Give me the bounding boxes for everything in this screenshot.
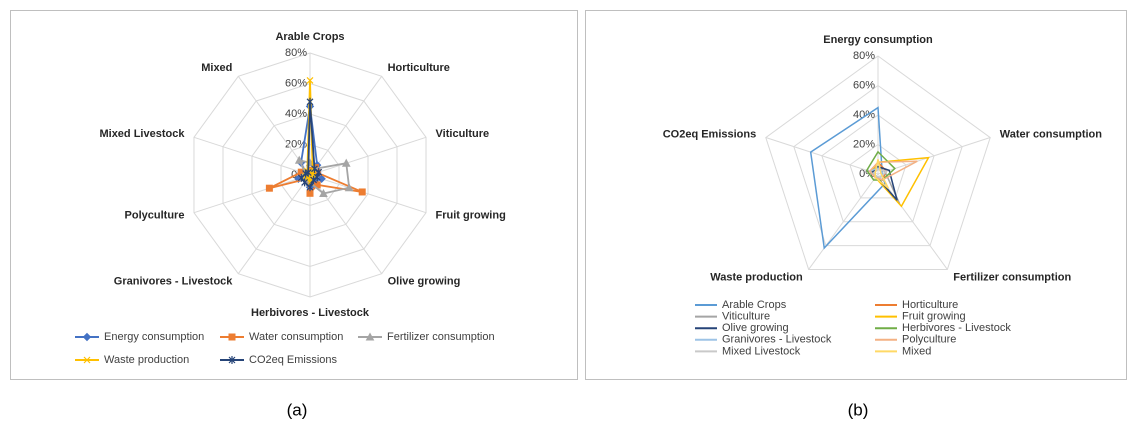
series-line: [874, 159, 890, 189]
marker: [344, 183, 354, 192]
category-label: Mixed Livestock: [99, 128, 185, 140]
legend-label: Herbivores - Livestock: [902, 322, 1011, 334]
category-label: Waste production: [710, 271, 803, 283]
r-tick-label: 80%: [285, 47, 307, 59]
spoke: [808, 173, 879, 270]
marker: [306, 77, 314, 84]
category-label: CO2eq Emissions: [663, 128, 757, 140]
legend-label: Mixed: [902, 345, 931, 357]
marker: [228, 333, 236, 341]
r-tick-label: 60%: [285, 77, 307, 89]
spoke: [309, 174, 427, 214]
r-tick-label: 40%: [853, 109, 875, 121]
panel-frame: [585, 10, 1127, 380]
marker: [311, 164, 318, 173]
category-label: Herbivores - Livestock: [251, 307, 370, 319]
r-tick-label: 80%: [853, 50, 875, 62]
legend-label: Polyculture: [902, 334, 956, 346]
category-label: Water consumption: [1000, 128, 1103, 140]
legend-label: Mixed Livestock: [722, 345, 801, 357]
r-tick-label: 20%: [853, 138, 875, 150]
legend-label: Horticulture: [902, 299, 958, 311]
series-line: [872, 168, 888, 179]
marker: [310, 175, 318, 184]
marker: [319, 188, 328, 198]
spoke: [193, 174, 311, 214]
marker: [301, 178, 309, 187]
marker: [82, 332, 92, 342]
marker: [228, 356, 236, 364]
category-label: Fertilizer consumption: [953, 271, 1071, 283]
legend-label: Fertilizer consumption: [387, 331, 495, 343]
legend-label: Viticulture: [722, 311, 770, 323]
r-tick-label: 40%: [285, 108, 307, 120]
panel-caption: (a): [287, 400, 308, 419]
marker: [304, 168, 312, 177]
category-label: Mixed: [201, 62, 232, 74]
legend-label: CO2eq Emissions: [249, 354, 338, 366]
marker: [294, 155, 304, 164]
grid-ring: [765, 55, 991, 270]
marker: [365, 332, 375, 341]
category-label: Arable Crops: [275, 31, 344, 43]
legend-label: Waste production: [104, 354, 189, 366]
marker: [313, 173, 321, 182]
panel-frame: [10, 10, 578, 380]
marker: [83, 356, 91, 364]
marker: [341, 158, 351, 167]
category-label: Polyculture: [125, 210, 185, 222]
marker: [306, 183, 314, 192]
spoke: [309, 76, 383, 176]
legend-label: Olive growing: [722, 322, 789, 334]
series-line: [871, 165, 898, 201]
category-label: Horticulture: [388, 62, 450, 74]
category-label: Olive growing: [388, 276, 461, 288]
spoke: [193, 136, 311, 176]
legend-label: Water consumption: [249, 331, 343, 343]
legend-label: Fruit growing: [902, 311, 966, 323]
category-label: Granivores - Livestock: [114, 276, 233, 288]
panel-caption: (b): [848, 400, 869, 419]
legend-label: Energy consumption: [104, 331, 204, 343]
spoke: [765, 137, 879, 175]
marker: [265, 184, 273, 192]
legend-label: Granivores - Livestock: [722, 334, 832, 346]
category-label: Energy consumption: [823, 34, 933, 46]
grid-ring: [793, 84, 963, 247]
category-label: Fruit growing: [436, 210, 506, 222]
spoke: [877, 137, 991, 175]
spoke: [877, 173, 948, 270]
legend-label: Arable Crops: [722, 299, 787, 311]
marker: [358, 188, 366, 196]
spoke: [309, 136, 427, 176]
r-tick-label: 60%: [853, 79, 875, 91]
spoke: [237, 174, 311, 274]
grid-ring: [821, 114, 935, 223]
category-label: Viticulture: [436, 128, 490, 140]
marker: [306, 97, 314, 106]
series-line: [868, 160, 918, 181]
